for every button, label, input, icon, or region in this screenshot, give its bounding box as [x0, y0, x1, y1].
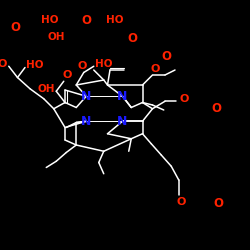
Text: HO: HO	[26, 60, 44, 70]
Text: OH: OH	[48, 32, 65, 42]
Text: O: O	[179, 94, 188, 104]
Text: N: N	[81, 90, 92, 103]
Text: O: O	[128, 32, 138, 45]
Text: O: O	[10, 21, 20, 34]
Text: O: O	[150, 64, 160, 74]
Text: O: O	[78, 61, 87, 71]
Text: O: O	[0, 59, 7, 69]
Text: N: N	[81, 115, 92, 128]
Text: O: O	[211, 102, 221, 115]
Text: O: O	[176, 198, 186, 207]
Text: O: O	[161, 50, 171, 63]
Text: HO: HO	[106, 15, 124, 25]
Text: HO: HO	[41, 15, 59, 25]
Text: N: N	[117, 115, 128, 128]
Text: HO: HO	[95, 59, 112, 69]
Text: N: N	[117, 90, 128, 103]
Text: OH: OH	[38, 84, 55, 94]
Text: O: O	[214, 197, 224, 210]
Text: O: O	[63, 70, 72, 80]
Text: O: O	[81, 14, 91, 26]
